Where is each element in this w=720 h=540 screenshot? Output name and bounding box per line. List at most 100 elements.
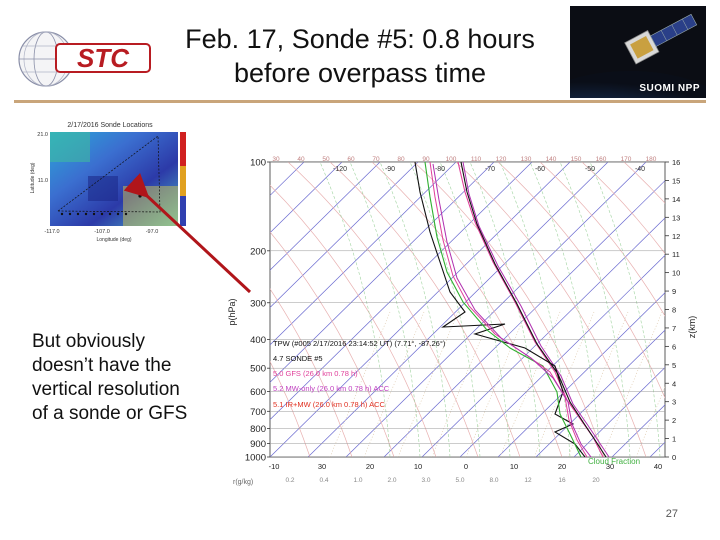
legend-entry: 5.1 IR+MW (26.0 km 0.78 h) ACC bbox=[273, 400, 385, 409]
mixing-ratio-tick-label: 5.0 bbox=[455, 477, 464, 484]
isotherm-line bbox=[345, 162, 647, 457]
mixing-ratio-line bbox=[533, 311, 595, 457]
moist-adiabat-line bbox=[409, 162, 481, 457]
top-temperature-tick-label: -40 bbox=[635, 166, 645, 173]
mixing-ratio-line bbox=[397, 311, 459, 457]
height-tick-label: 11 bbox=[672, 250, 680, 259]
map-title: 2/17/2016 Sonde Locations bbox=[67, 122, 153, 129]
bottom-temperature-tick-label: 20 bbox=[558, 462, 566, 471]
height-tick-label: 0 bbox=[672, 453, 676, 462]
dry-adiabat-line bbox=[455, 162, 647, 457]
mixing-ratio-tick-label: 1.0 bbox=[353, 477, 362, 484]
pressure-axis-label: p(hPa) bbox=[227, 298, 237, 325]
header-divider bbox=[14, 100, 706, 103]
pressure-tick-label: 300 bbox=[250, 298, 266, 309]
isotherm-line bbox=[421, 217, 665, 457]
slide-title: Feb. 17, Sonde #5: 0.8 hours before over… bbox=[160, 22, 560, 90]
body-line: of a sonde or GFS bbox=[32, 403, 188, 424]
height-axis-label: z(km) bbox=[687, 316, 697, 339]
satellite-label: SUOMI NPP bbox=[639, 83, 700, 94]
body-line: But obviously bbox=[32, 331, 146, 352]
isotherm-line bbox=[270, 162, 457, 346]
map-xtick: -97.0 bbox=[146, 229, 159, 235]
top-temperature-tick-label: -80 bbox=[435, 166, 445, 173]
map-ytick: 21.0 bbox=[37, 132, 48, 138]
isotherm-line bbox=[383, 180, 665, 457]
mixing-ratio-tick-label: 2.0 bbox=[387, 477, 396, 484]
map-xlabel: Longitude (deg) bbox=[96, 237, 131, 243]
dry-adiabat-line bbox=[329, 162, 521, 457]
height-tick-label: 14 bbox=[672, 195, 680, 204]
isotherm-line bbox=[307, 162, 609, 457]
height-tick-label: 12 bbox=[672, 232, 680, 241]
mixing-ratio-line bbox=[499, 311, 561, 457]
top-temperature-tick-label: -90 bbox=[385, 166, 395, 173]
height-tick-label: 13 bbox=[672, 213, 680, 222]
logo-text: STC bbox=[77, 43, 130, 73]
map-ytick: 11.0 bbox=[38, 178, 48, 184]
top-scale-tick-label: 150 bbox=[571, 156, 582, 163]
top-temperature-ticks: -120 -90 -80 -70 -60 -50 -40 bbox=[333, 166, 645, 173]
isotherm-line bbox=[688, 162, 710, 457]
moist-adiabat-line bbox=[319, 162, 391, 457]
top-scale-tick-label: 100 bbox=[446, 156, 457, 163]
body-text: But obviously doesn’t have the vertical … bbox=[32, 330, 222, 426]
height-tick-label: 8 bbox=[672, 306, 676, 315]
top-scale-tick-label: 110 bbox=[471, 156, 482, 163]
legend-entry: 5.2 MW-only (26.0 km 0.78 h) ACC bbox=[273, 384, 390, 393]
bottom-temperature-tick-label: 10 bbox=[510, 462, 518, 471]
dry-adiabat-line bbox=[270, 231, 395, 457]
top-temperature-tick-label: -120 bbox=[333, 166, 347, 173]
isotherm-line bbox=[270, 162, 419, 309]
background-lines bbox=[270, 162, 710, 457]
bottom-temperature-tick-label: 0 bbox=[464, 462, 468, 471]
top-scale-tick-label: 50 bbox=[322, 156, 330, 163]
mixing-ratio-tick-label: 0.2 bbox=[285, 477, 294, 484]
top-scale-tick-label: 180 bbox=[646, 156, 657, 163]
top-scale-tick-label: 90 bbox=[422, 156, 430, 163]
map-xtick: -107.0 bbox=[94, 229, 110, 235]
bottom-temperature-tick-label: 30 bbox=[318, 462, 326, 471]
irmw-temperature-line bbox=[462, 162, 610, 457]
height-tick-label: 5 bbox=[672, 361, 676, 370]
moist-adiabat-line bbox=[379, 162, 451, 457]
pressure-tick-label: 400 bbox=[250, 335, 266, 346]
top-scale-tick-label: 170 bbox=[621, 156, 632, 163]
title-line-1: Feb. 17, Sonde #5: 0.8 hours bbox=[185, 24, 535, 54]
mixing-ratio-tick-label: 8.0 bbox=[489, 477, 498, 484]
stc-logo: STC bbox=[18, 31, 151, 87]
legend-entry: TPW (#005 2/17/2016 23:14:52 UT) (7.71°,… bbox=[273, 339, 446, 348]
dry-adiabat-line bbox=[270, 360, 311, 457]
isotherm-line bbox=[611, 404, 665, 457]
height-tick-label: 3 bbox=[672, 398, 676, 407]
height-tick-label: 15 bbox=[672, 176, 680, 185]
dry-adiabat-line bbox=[497, 162, 665, 399]
top-temperature-tick-label: -50 bbox=[585, 166, 595, 173]
top-scale-tick-label: 120 bbox=[496, 156, 507, 163]
bottom-temperature-tick-label: -10 bbox=[269, 462, 280, 471]
mixing-ratio-line bbox=[567, 311, 629, 457]
dry-adiabat-line bbox=[287, 162, 479, 457]
top-scale-tick-label: 30 bbox=[272, 156, 280, 163]
suomi-npp-satellite-image: SUOMI NPP bbox=[570, 6, 706, 98]
dry-adiabat-line bbox=[623, 162, 665, 204]
profiles bbox=[414, 162, 610, 457]
body-line: doesn’t have the bbox=[32, 355, 172, 376]
pressure-tick-label: 500 bbox=[250, 364, 266, 375]
moist-adiabat-line bbox=[589, 162, 661, 457]
bottom-temperature-ticks: -10 30 20 10 0 10 20 30 40 bbox=[269, 462, 663, 471]
pressure-tick-label: 100 bbox=[250, 158, 266, 169]
dry-adiabat-line bbox=[270, 184, 437, 457]
dry-adiabat-line bbox=[270, 288, 353, 457]
bottom-temperature-tick-label: 30 bbox=[606, 462, 614, 471]
isotherm-line bbox=[270, 162, 533, 421]
pressure-tick-label: 700 bbox=[250, 407, 266, 418]
legend: TPW (#005 2/17/2016 23:14:52 UT) (7.71°,… bbox=[273, 339, 446, 409]
map-ylabel: Latitude (deg) bbox=[30, 162, 36, 193]
mixing-ratio-ticks: 0.2 0.4 1.0 2.0 3.0 5.0 8.0 12 16 20 bbox=[285, 477, 600, 484]
legend-entry: 4.7 SONDE #5 bbox=[273, 354, 323, 363]
page-number: 27 bbox=[665, 508, 678, 520]
top-scale-tick-label: 60 bbox=[347, 156, 355, 163]
